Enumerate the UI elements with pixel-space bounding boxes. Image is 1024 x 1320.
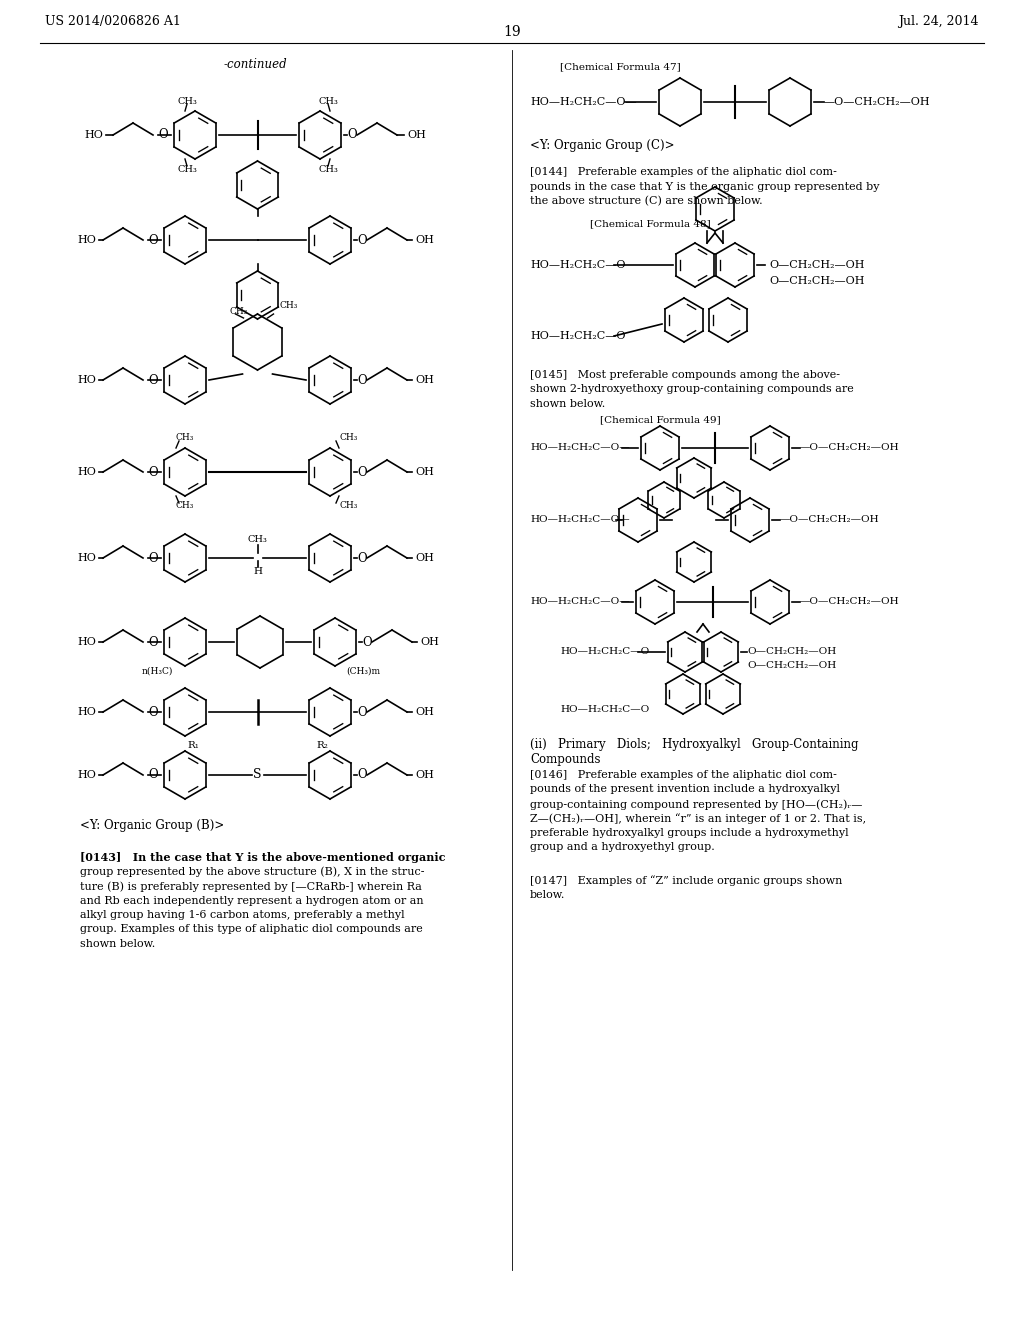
Text: [0147]   Examples of “Z” include organic groups shown: [0147] Examples of “Z” include organic g…: [530, 875, 843, 886]
Text: HO: HO: [77, 235, 96, 246]
Text: [Chemical Formula 48]: [Chemical Formula 48]: [590, 219, 711, 228]
Text: HO: HO: [77, 638, 96, 647]
Text: pounds in the case that Y is the organic group represented by: pounds in the case that Y is the organic…: [530, 181, 880, 191]
Text: O: O: [357, 705, 367, 718]
Text: [0145]   Most preferable compounds among the above-: [0145] Most preferable compounds among t…: [530, 370, 840, 380]
Text: Jul. 24, 2014: Jul. 24, 2014: [898, 16, 979, 29]
Text: [0143]   In the case that Y is the above-mentioned organic: [0143] In the case that Y is the above-m…: [80, 851, 445, 863]
Text: the above structure (C) are shown below.: the above structure (C) are shown below.: [530, 195, 763, 206]
Text: OH: OH: [415, 770, 434, 780]
Text: US 2014/0206826 A1: US 2014/0206826 A1: [45, 16, 181, 29]
Text: O—CH₂CH₂—OH: O—CH₂CH₂—OH: [769, 260, 864, 271]
Text: group-containing compound represented by [HO—(CH₂)ᵣ—: group-containing compound represented by…: [530, 799, 862, 809]
Text: [0146]   Preferable examples of the aliphatic diol com-: [0146] Preferable examples of the alipha…: [530, 770, 837, 780]
Text: shown 2-hydroxyethoxy group-containing compounds are: shown 2-hydroxyethoxy group-containing c…: [530, 384, 854, 395]
Text: S: S: [253, 768, 262, 781]
Text: HO: HO: [77, 467, 96, 477]
Text: CH₃: CH₃: [229, 308, 248, 317]
Text: O: O: [148, 466, 158, 479]
Text: O—CH₂CH₂—OH: O—CH₂CH₂—OH: [746, 648, 837, 656]
Text: CH₃: CH₃: [177, 96, 197, 106]
Text: ture (B) is preferably represented by [—CRaRb-] wherein Ra: ture (B) is preferably represented by [—…: [80, 880, 422, 891]
Text: O: O: [357, 234, 367, 247]
Text: OH: OH: [415, 467, 434, 477]
Text: HO: HO: [77, 553, 96, 564]
Text: HO—H₂CH₂C—O: HO—H₂CH₂C—O: [560, 705, 649, 714]
Text: HO—H₂CH₂C—O—: HO—H₂CH₂C—O—: [530, 444, 630, 453]
Text: OH: OH: [420, 638, 439, 647]
Text: HO: HO: [77, 708, 96, 717]
Text: shown below.: shown below.: [80, 939, 156, 949]
Text: H: H: [253, 568, 262, 577]
Text: (ii)   Primary   Diols;   Hydroxyalkyl   Group-Containing: (ii) Primary Diols; Hydroxyalkyl Group-C…: [530, 738, 858, 751]
Text: <Y: Organic Group (C)>: <Y: Organic Group (C)>: [530, 139, 675, 152]
Text: group represented by the above structure (B), X in the struc-: group represented by the above structure…: [80, 866, 425, 876]
Text: HO: HO: [77, 375, 96, 385]
Text: O: O: [347, 128, 356, 141]
Text: [Chemical Formula 49]: [Chemical Formula 49]: [600, 416, 721, 425]
Text: CH₃: CH₃: [340, 502, 358, 511]
Text: <Y: Organic Group (B)>: <Y: Organic Group (B)>: [80, 818, 224, 832]
Text: O: O: [148, 705, 158, 718]
Text: O: O: [357, 466, 367, 479]
Text: OH: OH: [415, 235, 434, 246]
Text: HO: HO: [77, 770, 96, 780]
Text: CH₃: CH₃: [175, 502, 194, 511]
Text: CH₃: CH₃: [175, 433, 194, 442]
Text: —O—CH₂CH₂—OH: —O—CH₂CH₂—OH: [800, 444, 900, 453]
Text: O—CH₂CH₂—OH: O—CH₂CH₂—OH: [746, 661, 837, 671]
Text: CH₃: CH₃: [340, 433, 358, 442]
Text: OH: OH: [415, 375, 434, 385]
Text: O: O: [148, 768, 158, 781]
Text: and Rb each independently represent a hydrogen atom or an: and Rb each independently represent a hy…: [80, 895, 424, 906]
Text: R₁: R₁: [187, 742, 199, 751]
Text: n(H₃C): n(H₃C): [141, 667, 173, 676]
Text: OH: OH: [415, 553, 434, 564]
Text: CH₃: CH₃: [318, 96, 338, 106]
Text: HO—H₂CH₂C—O: HO—H₂CH₂C—O: [530, 331, 626, 341]
Text: HO—H₂CH₂C—O—: HO—H₂CH₂C—O—: [530, 96, 637, 107]
Text: O: O: [148, 234, 158, 247]
Text: R₂: R₂: [316, 742, 328, 751]
Text: OH: OH: [415, 708, 434, 717]
Text: Compounds: Compounds: [530, 752, 600, 766]
Text: O: O: [148, 552, 158, 565]
Text: CH₃: CH₃: [248, 536, 267, 544]
Text: 19: 19: [503, 25, 521, 40]
Text: below.: below.: [530, 890, 565, 899]
Text: [Chemical Formula 47]: [Chemical Formula 47]: [560, 62, 681, 71]
Text: O: O: [362, 635, 372, 648]
Text: —O—CH₂CH₂—OH: —O—CH₂CH₂—OH: [800, 598, 900, 606]
Text: HO—H₂CH₂C—O—: HO—H₂CH₂C—O—: [530, 598, 630, 606]
Text: pounds of the present invention include a hydroxyalkyl: pounds of the present invention include …: [530, 784, 840, 795]
Text: —O—CH₂CH₂—OH: —O—CH₂CH₂—OH: [824, 96, 931, 107]
Text: CH₃: CH₃: [280, 301, 298, 310]
Text: O: O: [158, 128, 168, 141]
Text: HO—H₂CH₂C—O—: HO—H₂CH₂C—O—: [530, 516, 630, 524]
Text: [0144]   Preferable examples of the aliphatic diol com-: [0144] Preferable examples of the alipha…: [530, 168, 837, 177]
Text: group and a hydroxyethyl group.: group and a hydroxyethyl group.: [530, 842, 715, 853]
Text: O: O: [148, 374, 158, 387]
Text: HO—H₂CH₂C—O: HO—H₂CH₂C—O: [560, 648, 649, 656]
Text: CH₃: CH₃: [318, 165, 338, 173]
Text: shown below.: shown below.: [530, 399, 605, 409]
Text: O—CH₂CH₂—OH: O—CH₂CH₂—OH: [769, 276, 864, 286]
Text: HO—H₂CH₂C—O: HO—H₂CH₂C—O: [530, 260, 626, 271]
Text: O: O: [148, 635, 158, 648]
Text: alkyl group having 1-6 carbon atoms, preferably a methyl: alkyl group having 1-6 carbon atoms, pre…: [80, 909, 404, 920]
Text: group. Examples of this type of aliphatic diol compounds are: group. Examples of this type of aliphati…: [80, 924, 423, 935]
Text: preferable hydroxyalkyl groups include a hydroxymethyl: preferable hydroxyalkyl groups include a…: [530, 828, 849, 838]
Text: O: O: [357, 768, 367, 781]
Text: CH₃: CH₃: [177, 165, 197, 173]
Text: (CH₃)m: (CH₃)m: [346, 667, 380, 676]
Text: O: O: [357, 552, 367, 565]
Text: —O—CH₂CH₂—OH: —O—CH₂CH₂—OH: [780, 516, 880, 524]
Text: -continued: -continued: [223, 58, 287, 71]
Text: Z—(CH₂)ᵣ—OH], wherein “r” is an integer of 1 or 2. That is,: Z—(CH₂)ᵣ—OH], wherein “r” is an integer …: [530, 813, 866, 824]
Text: HO: HO: [84, 129, 103, 140]
Text: OH: OH: [407, 129, 426, 140]
Text: O: O: [357, 374, 367, 387]
